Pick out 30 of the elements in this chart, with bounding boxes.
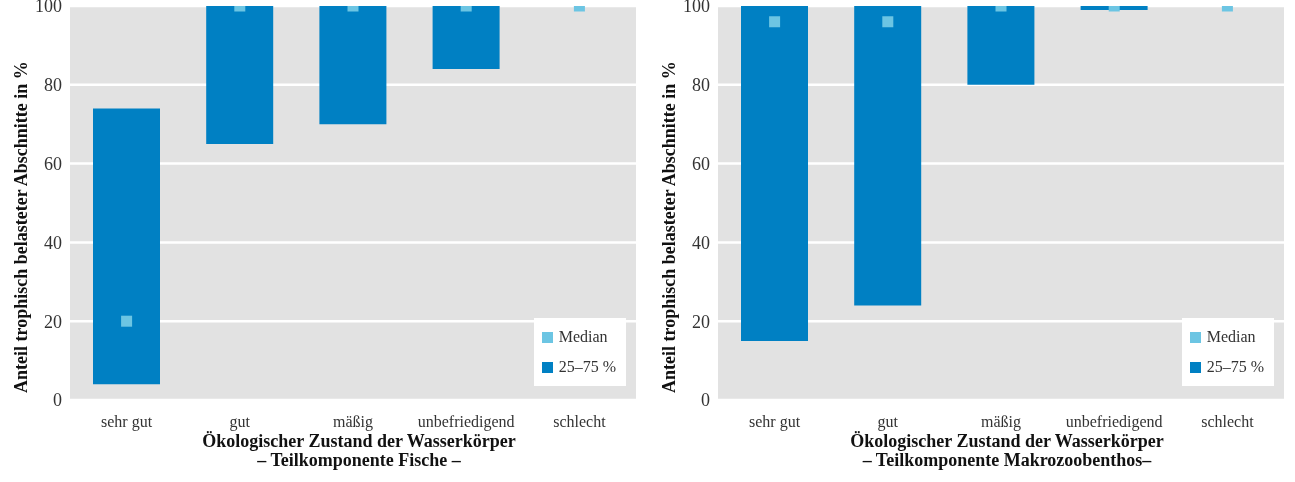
legend-label: 25–75 % bbox=[1206, 357, 1264, 377]
x-tick-label: schlecht bbox=[1201, 413, 1255, 431]
y-tick-label: 20 bbox=[692, 311, 710, 332]
y-tick-label: 60 bbox=[44, 153, 62, 174]
y-axis-title: Anteil trophisch belasteter Abschnitte in % bbox=[11, 61, 32, 393]
x-tick-label: unbefriedigend bbox=[1065, 413, 1163, 432]
y-tick-label: 40 bbox=[692, 232, 710, 253]
y-tick-label: 100 bbox=[35, 0, 62, 17]
x-axis-title: Ökologischer Zustand der Wasserkörper – Teilkomponente Makrozoobenthos– bbox=[849, 431, 1165, 470]
y-tick-label: 0 bbox=[701, 390, 710, 411]
y-tick-label: 0 bbox=[53, 390, 62, 411]
x-tick-label: mäßig bbox=[981, 413, 1021, 432]
y-tick-label: 40 bbox=[44, 232, 62, 253]
x-tick-label: unbefriedigend bbox=[417, 413, 515, 432]
x-tick-label: sehr gut bbox=[749, 413, 801, 432]
x-tick-label: gut bbox=[229, 413, 251, 432]
legend-label: Median bbox=[1206, 327, 1256, 347]
y-tick-label: 80 bbox=[44, 75, 62, 96]
y-tick-label: 20 bbox=[44, 311, 62, 332]
legend-label: Median bbox=[558, 327, 608, 347]
x-tick-label: gut bbox=[877, 413, 899, 432]
y-tick-label: 80 bbox=[692, 75, 710, 96]
x-tick-label: schlecht bbox=[553, 413, 607, 431]
x-tick-label: sehr gut bbox=[101, 413, 153, 432]
x-axis-title: Ökologischer Zustand der Wasserkörper – Teilkomponente Fische – bbox=[201, 431, 517, 470]
y-tick-label: 100 bbox=[683, 0, 710, 17]
legend-label: 25–75 % bbox=[558, 357, 616, 377]
y-axis-title: Anteil trophisch belasteter Abschnitte in % bbox=[659, 61, 680, 393]
y-tick-label: 60 bbox=[692, 153, 710, 174]
x-tick-label: mäßig bbox=[333, 413, 373, 432]
